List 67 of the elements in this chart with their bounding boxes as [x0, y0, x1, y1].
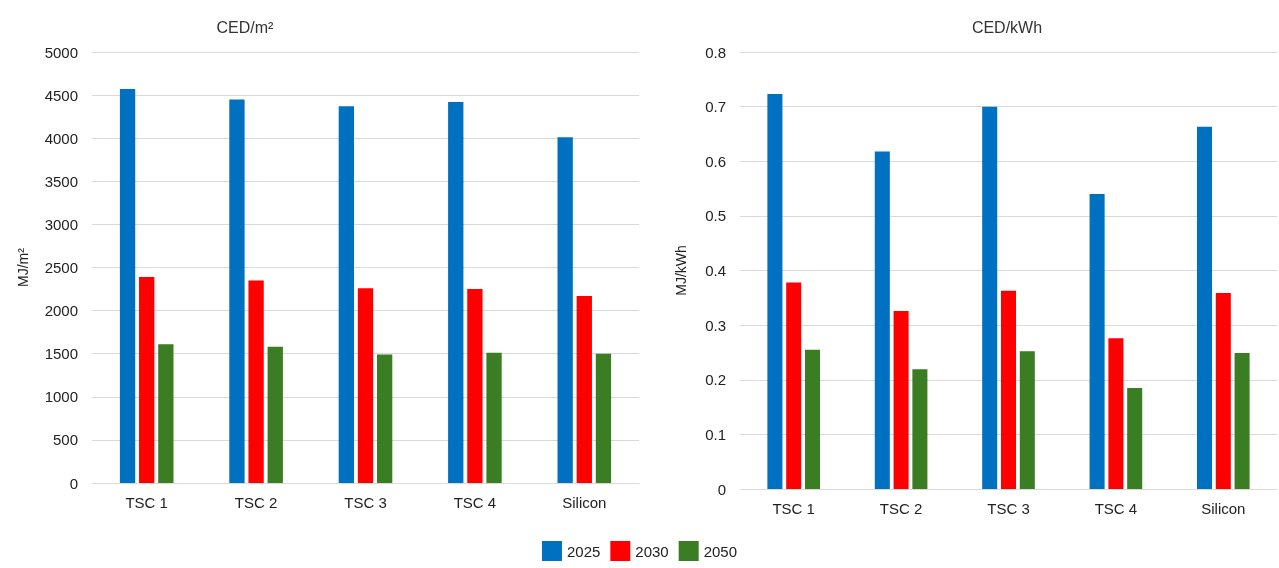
bar [804, 349, 821, 489]
bar [139, 276, 155, 483]
chart-title: CED/m² [216, 18, 275, 36]
legend-label: 2050 [703, 542, 738, 560]
x-tick-label: Silicon [562, 494, 607, 511]
legend-label: 2025 [566, 542, 601, 560]
y-axis-title: MJ/m² [15, 247, 31, 287]
bar [1000, 290, 1017, 489]
bar [467, 289, 483, 483]
y-tick-label: 0.3 [705, 316, 726, 334]
bar [248, 280, 264, 483]
y-tick-label: 0.2 [705, 371, 726, 389]
y-tick-label: 0.6 [705, 152, 726, 170]
y-axis-title: MJ/kWh [673, 245, 689, 296]
bar [1019, 351, 1035, 489]
bar [576, 295, 592, 483]
x-tick-label: TSC 1 [772, 500, 815, 517]
y-tick-label: 0.8 [705, 43, 726, 61]
y-tick-label: 3000 [44, 215, 78, 233]
y-tick-label: 0.5 [705, 207, 726, 225]
x-tick-label: TSC 4 [1094, 500, 1138, 517]
bar [1127, 387, 1143, 489]
bar [267, 346, 283, 483]
chart-title: CED/kWh [971, 18, 1043, 36]
bar [338, 106, 355, 483]
y-tick-label: 3500 [44, 172, 78, 190]
bar [158, 344, 174, 483]
y-tick-label: 0.1 [705, 425, 726, 443]
y-tick-label: 0 [69, 474, 78, 492]
y-tick-label: 0.7 [705, 98, 726, 116]
x-tick-label: TSC 3 [987, 500, 1030, 517]
y-tick-label: 1500 [44, 345, 78, 363]
y-tick-label: 0 [717, 480, 726, 498]
bar [982, 106, 998, 489]
y-tick-label: 2500 [44, 259, 78, 276]
bar [486, 352, 502, 483]
x-tick-label: TSC 4 [453, 494, 497, 511]
y-tick-label: 0.4 [705, 262, 726, 279]
y-tick-label: 5000 [44, 43, 78, 61]
bar [229, 99, 245, 483]
x-tick-label: TSC 1 [125, 494, 168, 511]
bar [874, 151, 890, 489]
legend-label: 2030 [635, 542, 669, 560]
bar [1108, 338, 1124, 489]
bar [1089, 194, 1105, 489]
y-tick-label: 4500 [44, 86, 78, 104]
x-tick-label: Silicon [1201, 500, 1246, 517]
bar [557, 137, 573, 483]
x-tick-label: TSC 3 [344, 494, 387, 511]
bar [893, 310, 909, 489]
y-tick-label: 500 [52, 431, 78, 449]
x-tick-label: TSC 2 [879, 500, 923, 517]
y-tick-label: 4000 [44, 129, 78, 147]
bar [1215, 292, 1231, 489]
bar [357, 288, 374, 483]
y-tick-label: 1000 [44, 388, 78, 406]
bar [448, 102, 464, 483]
bar [786, 282, 802, 489]
bar [1234, 352, 1250, 489]
y-tick-label: 2000 [44, 302, 78, 320]
bar [767, 94, 783, 489]
bar [376, 354, 393, 483]
bar [595, 353, 612, 483]
bar [912, 369, 928, 489]
x-tick-label: TSC 2 [234, 494, 278, 511]
bar [119, 89, 136, 483]
bar [1196, 126, 1213, 489]
